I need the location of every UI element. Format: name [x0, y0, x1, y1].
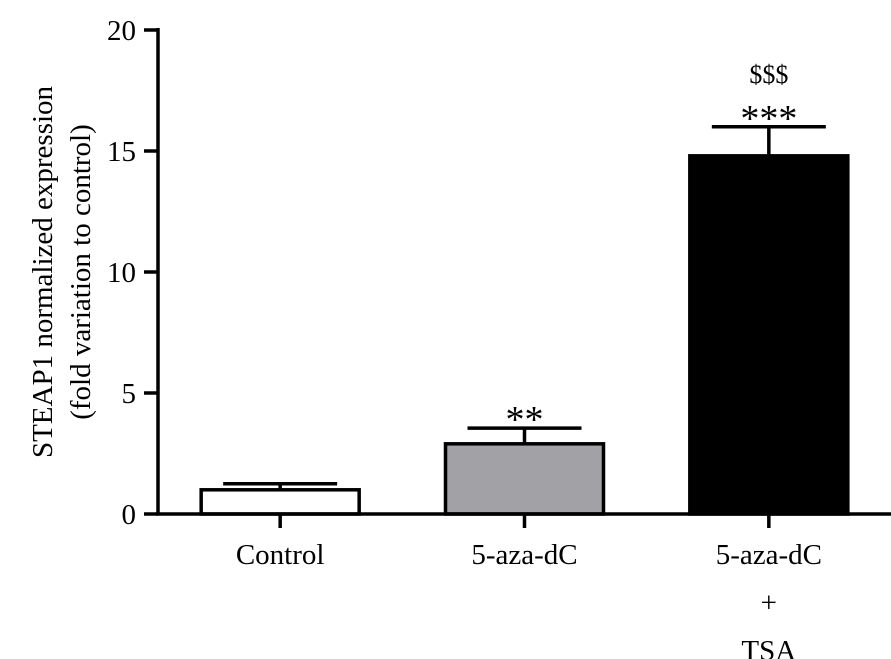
x-tick-label: + — [761, 587, 777, 619]
error-bars-layer — [223, 125, 826, 490]
bar — [688, 154, 850, 516]
bar — [199, 488, 361, 516]
significance-dollars: $$$ — [749, 60, 788, 89]
x-tick-label: TSA — [741, 635, 796, 659]
y-axis-label-line-1: STEAP1 normalized expression — [27, 85, 59, 458]
significance-stars: ** — [506, 399, 544, 441]
x-ticks-layer: Control 5-aza-dC 5-aza-dC + TSA — [236, 514, 822, 659]
y-tick-label: 20 — [107, 15, 136, 47]
x-tick-label: 5-aza-dC — [471, 539, 577, 571]
y-tick-label: 15 — [107, 136, 136, 168]
y-axis-label-line-2: (fold variation to control) — [65, 124, 97, 420]
y-ticks-layer: 0 5 10 15 20 — [107, 15, 158, 531]
significance-stars: *** — [740, 98, 797, 140]
bar — [443, 442, 606, 516]
x-tick-label: 5-aza-dC — [716, 539, 822, 571]
annotations-layer: ** $$$ *** — [506, 60, 798, 441]
y-tick-label: 10 — [107, 257, 136, 289]
bars-layer — [199, 154, 850, 516]
y-axis-label: STEAP1 normalized expression (fold varia… — [27, 85, 97, 458]
y-tick-label: 0 — [122, 499, 137, 531]
y-tick-label: 5 — [122, 378, 137, 410]
x-tick-label: Control — [236, 539, 325, 571]
